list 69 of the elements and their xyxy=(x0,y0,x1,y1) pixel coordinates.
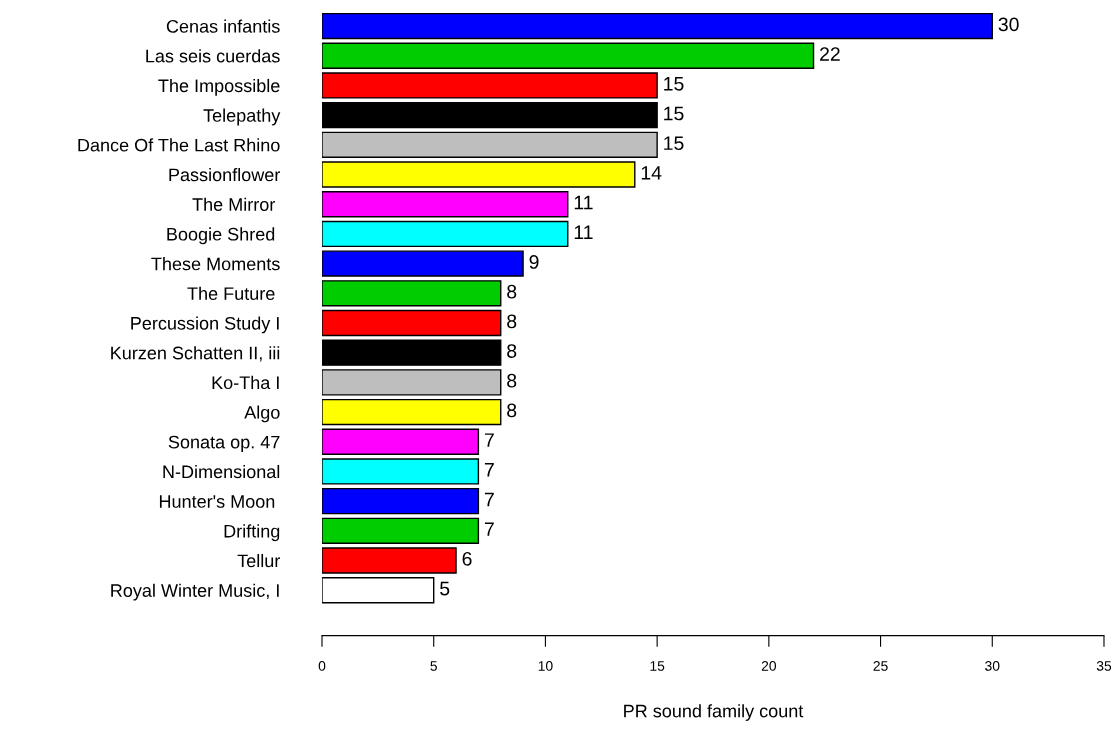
data-label: 8 xyxy=(507,403,517,418)
y-tick-label: Las seis cuerdas xyxy=(146,49,280,63)
x-tick-label: 20 xyxy=(761,660,777,671)
x-tick-label: 15 xyxy=(650,661,665,671)
y-tick-label: Percussion Study I xyxy=(131,316,279,334)
y-tick-label: Hunter's Moon xyxy=(159,495,275,508)
data-label: 6 xyxy=(462,551,472,566)
bar xyxy=(322,487,480,515)
data-label: 8 xyxy=(507,373,517,388)
bar xyxy=(322,131,658,158)
y-tick-label: Boogie Shred xyxy=(167,227,275,245)
bar xyxy=(322,458,480,485)
y-tick-label: Algo xyxy=(244,405,280,423)
bar xyxy=(322,250,524,277)
y-tick-label: These Moments xyxy=(151,257,280,271)
y-tick-label: Kurzen Schatten II, iii xyxy=(111,346,280,362)
y-tick-label: N-Dimensional xyxy=(163,464,280,479)
y-tick-label: Dance Of The Last Rhino xyxy=(78,138,280,152)
data-label: 7 xyxy=(484,433,494,447)
bar xyxy=(322,191,569,218)
data-label: 22 xyxy=(820,47,840,61)
bar xyxy=(322,428,480,455)
x-tick-label: 10 xyxy=(538,660,553,671)
y-tick-label: The Impossible xyxy=(158,78,280,96)
x-tick-label: 30 xyxy=(985,660,1000,671)
y-tick-label: Royal Winter Music, I xyxy=(111,583,279,601)
y-tick-label: The Future xyxy=(187,286,275,301)
data-label: 30 xyxy=(998,17,1019,32)
y-tick-label: Passionflower xyxy=(169,167,281,182)
x-tick-label: 25 xyxy=(873,660,888,671)
data-label: 15 xyxy=(664,136,684,151)
bar xyxy=(322,547,457,574)
x-tick-label: 5 xyxy=(430,661,437,671)
y-tick-label: Sonata op. 47 xyxy=(168,435,280,453)
y-tick-label: Drifting xyxy=(224,524,280,542)
bar xyxy=(322,12,993,40)
bar xyxy=(322,517,480,545)
data-label: 14 xyxy=(641,166,662,180)
y-tick-label: Ko-Tha I xyxy=(212,375,279,390)
data-label: 7 xyxy=(484,492,494,507)
bar xyxy=(322,72,658,99)
data-label: 15 xyxy=(664,106,684,121)
data-label: 11 xyxy=(574,225,593,239)
bar xyxy=(322,161,636,188)
x-axis-title: PR sound family count xyxy=(624,704,804,721)
y-tick-label: Telepathy xyxy=(203,108,281,126)
bar xyxy=(322,101,658,129)
x-tick-label: 35 xyxy=(1096,660,1112,671)
data-label: 7 xyxy=(484,463,494,477)
data-label: 8 xyxy=(507,314,517,329)
bar xyxy=(322,309,502,337)
bar xyxy=(322,398,502,426)
data-label: 11 xyxy=(574,195,593,210)
bar xyxy=(322,42,815,69)
bar xyxy=(322,369,502,396)
data-label: 9 xyxy=(529,255,539,269)
data-label: 15 xyxy=(664,77,684,91)
y-tick-label: The Mirror xyxy=(192,197,276,211)
bar xyxy=(322,577,435,604)
data-label: 7 xyxy=(484,522,494,536)
data-label: 8 xyxy=(507,344,517,358)
bar xyxy=(322,339,502,366)
bar xyxy=(322,220,569,248)
data-label: 5 xyxy=(440,581,450,596)
bar xyxy=(322,280,502,307)
x-tick-label: 0 xyxy=(318,660,326,671)
data-label: 8 xyxy=(507,284,517,299)
y-tick-label: Tellur xyxy=(237,553,281,568)
y-tick-label: Cenas infantis xyxy=(166,19,280,33)
